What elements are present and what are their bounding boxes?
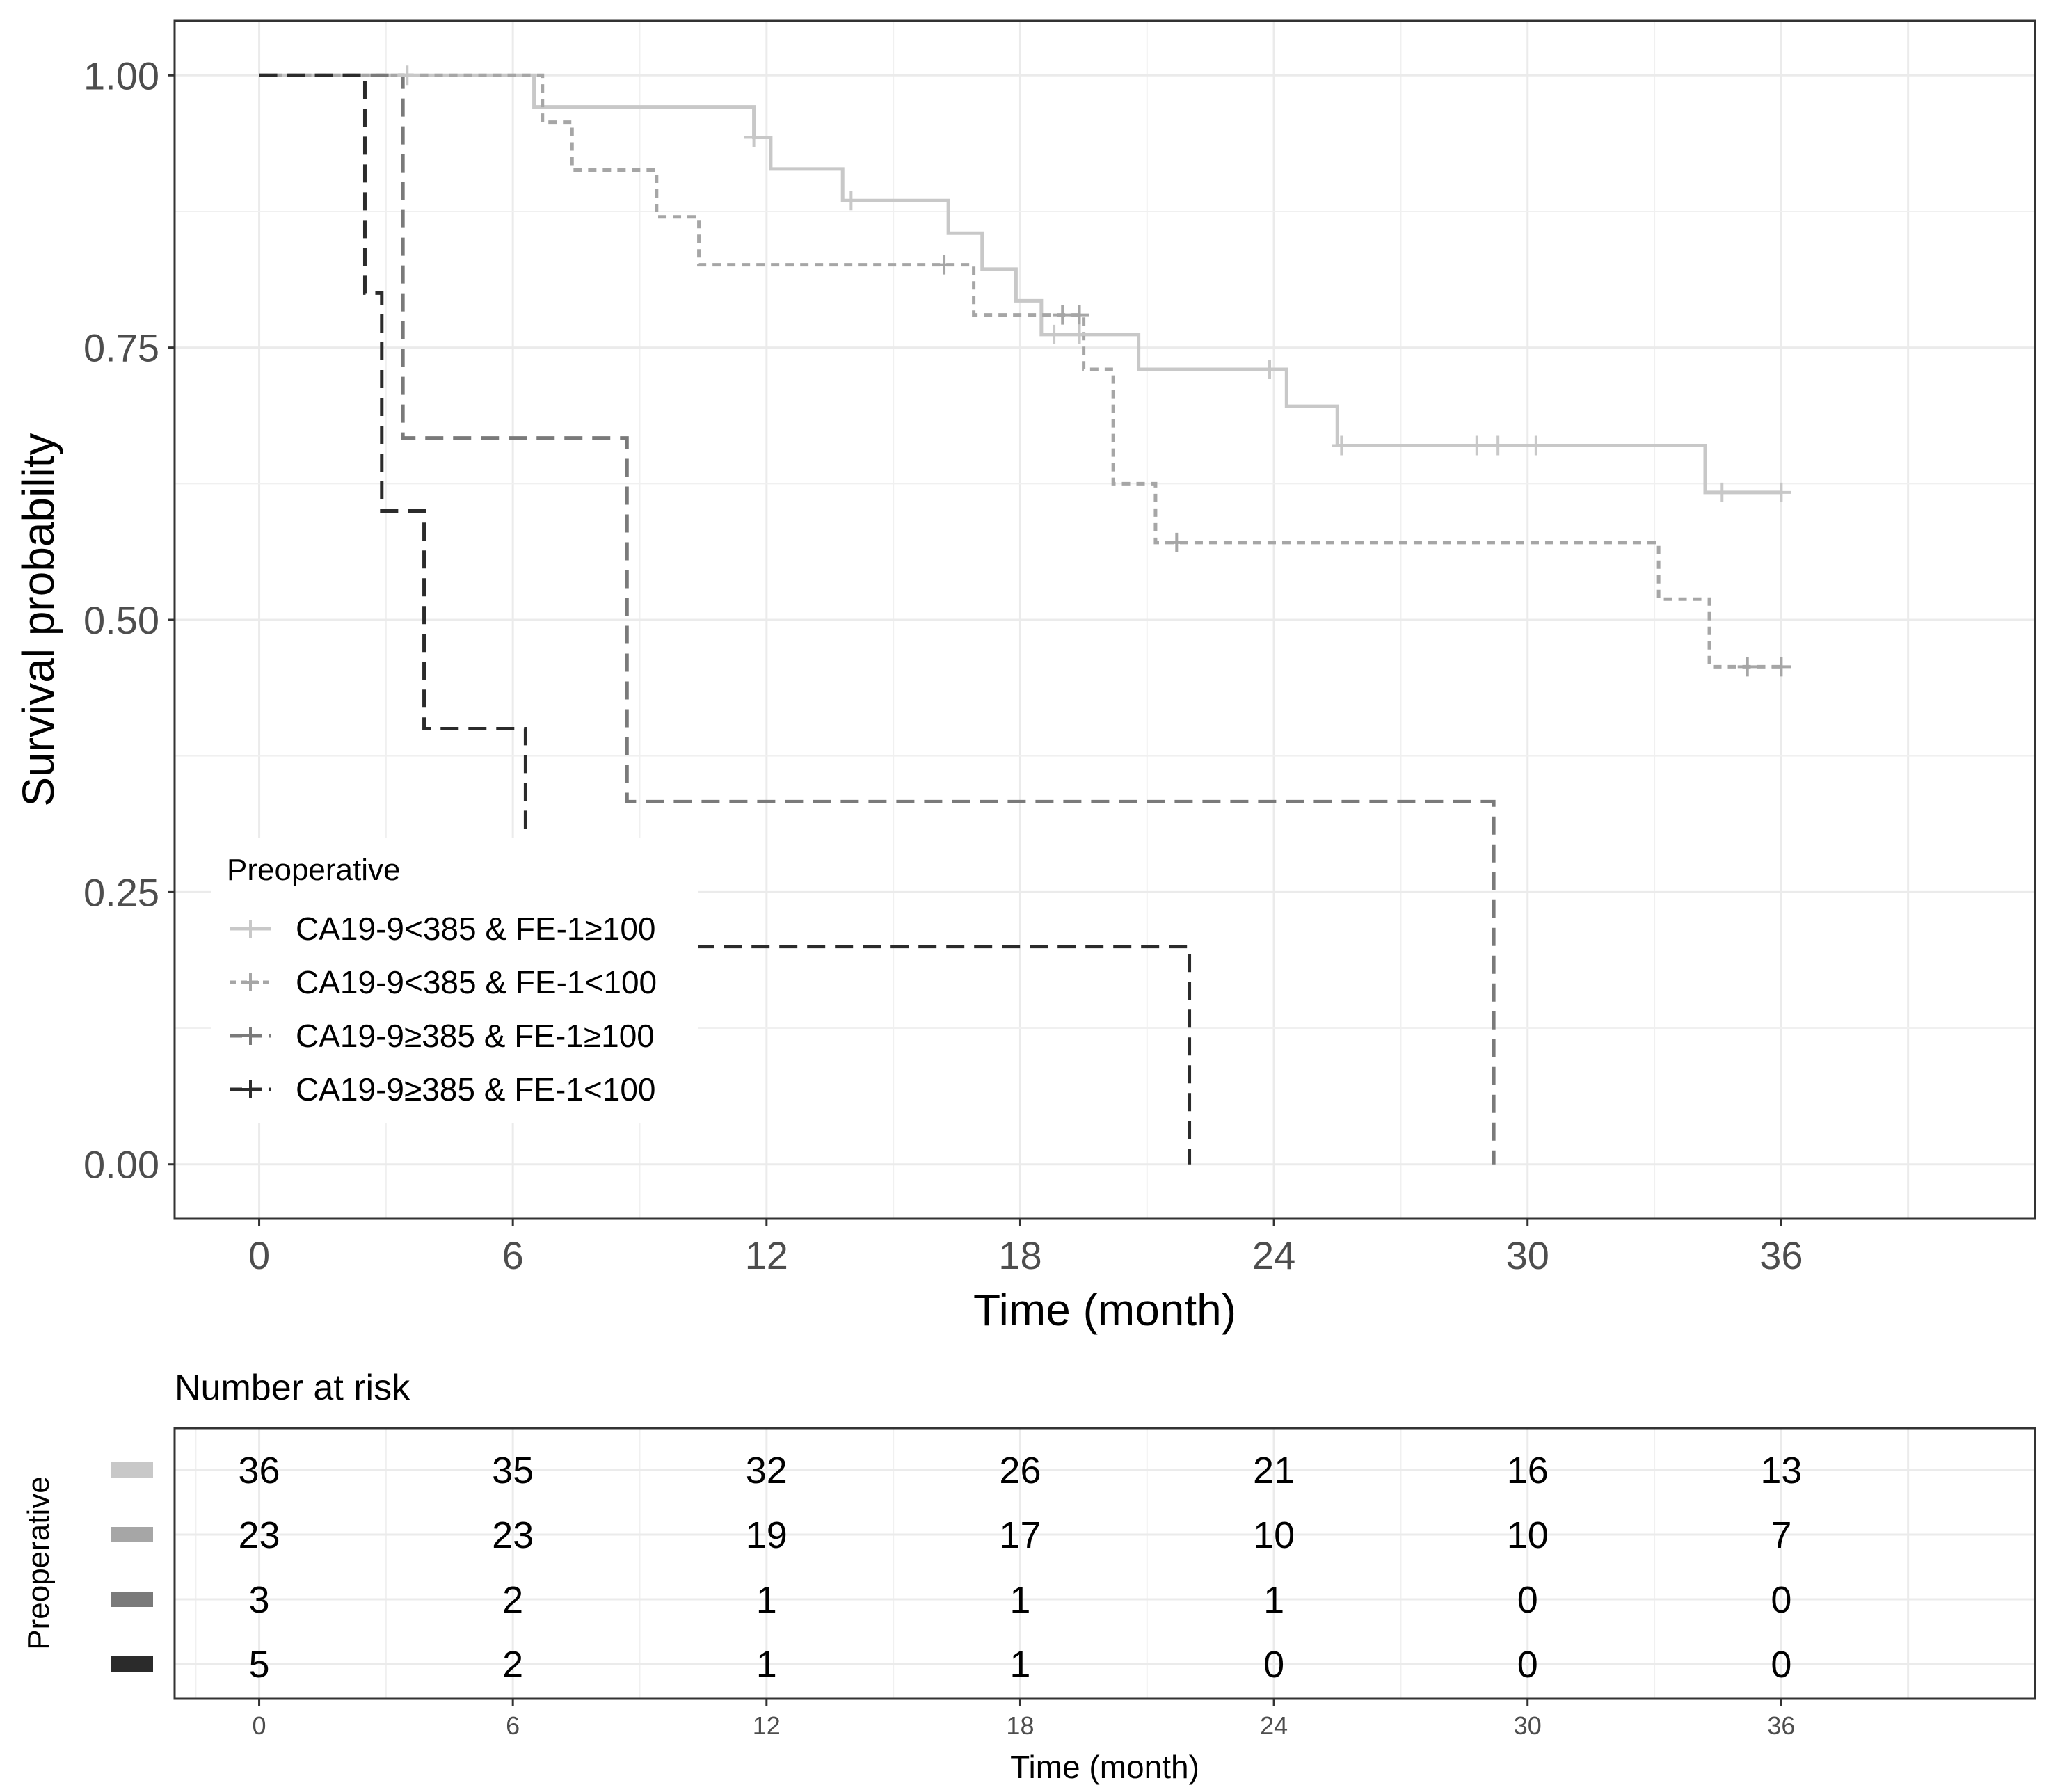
risk-count: 10 xyxy=(1507,1514,1549,1556)
risk-count: 0 xyxy=(1517,1579,1538,1621)
censor-mark xyxy=(1044,324,1064,344)
censor-mark xyxy=(1069,305,1089,325)
y-tick-label: 0.75 xyxy=(83,326,159,370)
legend-label-3: CA19-9≥385 & FE-1≥100 xyxy=(296,1018,655,1054)
legend-label-1: CA19-9<385 & FE-1≥100 xyxy=(296,911,656,947)
risk-count: 0 xyxy=(1263,1644,1284,1686)
censor-mark xyxy=(841,191,861,211)
censor-mark xyxy=(1069,324,1089,344)
risk-count: 35 xyxy=(492,1450,534,1491)
legend-key-mark-1 xyxy=(241,920,259,938)
risk-count: 0 xyxy=(1517,1644,1538,1686)
legend-key-mark-2 xyxy=(241,973,259,991)
risk-count: 1 xyxy=(1263,1579,1284,1621)
censor-marks xyxy=(397,65,1791,677)
x-axis: 0 6 12 18 24 30 36 xyxy=(248,1219,1803,1277)
x-tick-label: 36 xyxy=(1759,1233,1803,1277)
risk-count: 2 xyxy=(502,1644,523,1686)
risk-count: 1 xyxy=(756,1644,777,1686)
censor-mark xyxy=(1260,359,1280,379)
risk-table-y-title: Preoperative xyxy=(22,1476,56,1649)
y-tick-label: 0.50 xyxy=(83,598,159,642)
y-tick-label: 1.00 xyxy=(83,54,159,97)
risk-row-key-1 xyxy=(111,1462,153,1478)
risk-count: 26 xyxy=(999,1450,1041,1491)
survival-curve-2 xyxy=(259,73,1782,669)
risk-count: 17 xyxy=(999,1514,1041,1556)
y-axis: 0.00 0.25 0.50 0.75 1.00 xyxy=(83,54,175,1187)
risk-count: 13 xyxy=(1760,1450,1802,1491)
x-tick-label: 30 xyxy=(1506,1233,1549,1277)
risk-count: 3 xyxy=(249,1579,270,1621)
censor-mark xyxy=(1712,482,1732,502)
risk-table-border xyxy=(173,1427,2036,1700)
censor-mark xyxy=(934,255,954,275)
censor-mark xyxy=(1053,305,1073,325)
risk-x-tick-label: 24 xyxy=(1260,1711,1288,1740)
y-tick-label: 0.25 xyxy=(83,870,159,914)
risk-count: 1 xyxy=(1009,1644,1030,1686)
risk-x-tick-label: 36 xyxy=(1767,1711,1795,1740)
risk-table-gridlines xyxy=(175,1428,2035,1699)
censor-mark xyxy=(1332,435,1352,456)
legend-label-2: CA19-9<385 & FE-1<100 xyxy=(296,964,657,1000)
risk-count: 16 xyxy=(1507,1450,1549,1491)
x-tick-label: 24 xyxy=(1252,1233,1295,1277)
x-axis-title: Time (month) xyxy=(973,1285,1236,1335)
x-tick-label: 18 xyxy=(998,1233,1041,1277)
risk-x-tick-label: 0 xyxy=(253,1711,266,1740)
censor-mark xyxy=(1771,657,1791,677)
risk-row-key-4 xyxy=(111,1656,153,1672)
x-tick-label: 0 xyxy=(248,1233,270,1277)
legend-label-4: CA19-9≥385 & FE-1<100 xyxy=(296,1071,656,1107)
risk-count: 2 xyxy=(502,1579,523,1621)
legend-key-mark-4 xyxy=(241,1080,259,1098)
censor-mark xyxy=(1467,435,1487,456)
risk-table-row-keys xyxy=(111,1462,153,1672)
risk-count: 10 xyxy=(1253,1514,1295,1556)
risk-table-x-axis: 0 6 12 18 24 30 36 xyxy=(253,1699,1795,1740)
legend: Preoperative CA19-9<385 & FE-1≥100 CA19-9… xyxy=(211,838,698,1123)
censor-mark xyxy=(1488,435,1508,456)
censor-mark xyxy=(1737,657,1757,677)
risk-count: 7 xyxy=(1771,1514,1791,1556)
y-axis-title: Survival probability xyxy=(13,433,63,806)
risk-count: 19 xyxy=(746,1514,788,1556)
risk-count: 5 xyxy=(249,1644,270,1686)
risk-table-x-title: Time (month) xyxy=(1010,1749,1199,1785)
risk-row-key-2 xyxy=(111,1527,153,1542)
risk-x-tick-label: 30 xyxy=(1514,1711,1542,1740)
risk-count: 0 xyxy=(1771,1579,1791,1621)
risk-count: 0 xyxy=(1771,1644,1791,1686)
risk-count: 1 xyxy=(756,1579,777,1621)
censor-mark xyxy=(1167,532,1187,552)
risk-table-title: Number at risk xyxy=(175,1368,410,1408)
risk-x-tick-label: 6 xyxy=(506,1711,520,1740)
risk-x-tick-label: 12 xyxy=(753,1711,781,1740)
x-tick-label: 12 xyxy=(745,1233,788,1277)
censor-mark xyxy=(397,65,417,86)
legend-key-mark-3 xyxy=(241,1027,259,1045)
risk-row-key-3 xyxy=(111,1592,153,1607)
risk-count: 1 xyxy=(1009,1579,1030,1621)
risk-x-tick-label: 18 xyxy=(1006,1711,1034,1740)
risk-count: 23 xyxy=(492,1514,534,1556)
legend-title: Preoperative xyxy=(227,853,400,887)
risk-count: 32 xyxy=(746,1450,788,1491)
y-tick-label: 0.00 xyxy=(83,1143,159,1187)
risk-count: 21 xyxy=(1253,1450,1295,1491)
risk-count: 36 xyxy=(239,1450,280,1491)
x-tick-label: 6 xyxy=(502,1233,524,1277)
censor-mark xyxy=(1771,482,1791,502)
censor-mark xyxy=(1526,435,1546,456)
legend-background xyxy=(211,838,698,1123)
risk-count: 23 xyxy=(239,1514,280,1556)
censor-mark xyxy=(744,127,764,147)
survival-curve-4 xyxy=(259,73,1192,1165)
